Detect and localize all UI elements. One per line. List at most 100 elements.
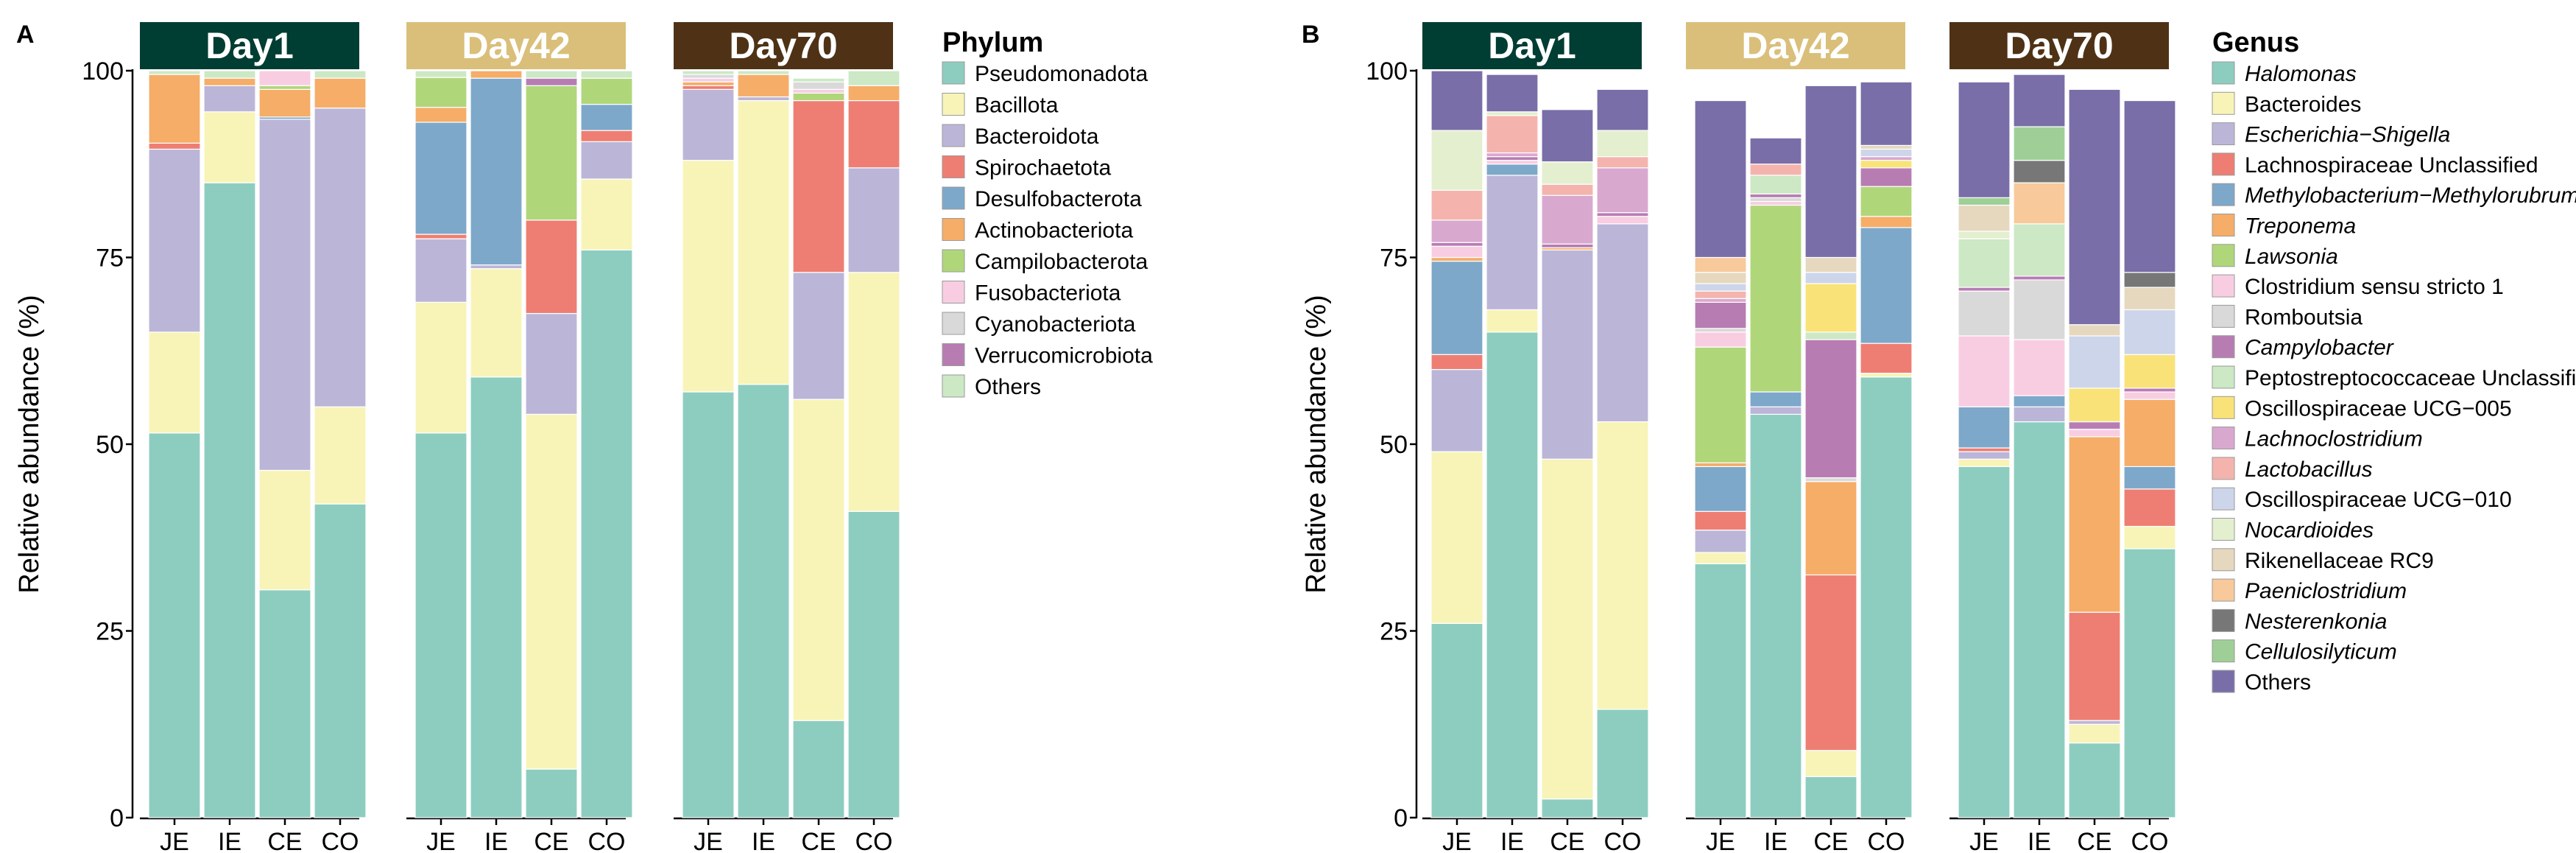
panel-b-bar-day42-ie-series-6 — [1749, 204, 1802, 393]
panel-b-bar-day42-je-series-16 — [1694, 272, 1747, 284]
panel-b-bar-day42-ce-series-5 — [1804, 481, 1857, 576]
panel-b-bar-day42-je-series-1 — [1694, 552, 1747, 564]
panel-b-legend-swatch-8 — [2212, 304, 2235, 328]
panel-b-bar-day1-ce-series-2 — [1541, 249, 1594, 460]
panel-a-bar-day70-je-series-3 — [682, 85, 735, 90]
panel-b-bar-day1-co-series-12 — [1596, 167, 1649, 214]
panel-a-bar-day70-ce-series-8 — [792, 81, 845, 90]
panel-a-bar-day70-ce-series-2 — [792, 272, 845, 400]
panel-a-letter: A — [16, 21, 35, 49]
panel-b-bar-day42-je-series-8 — [1694, 328, 1747, 333]
panel-b-legend: Genus Halomonas Bacteroides Escherichia−Shi… — [2212, 27, 2576, 695]
panel-a-legend-label-5: Actinobacteriota — [975, 219, 1133, 243]
panel-b-legend-swatch-2 — [2212, 122, 2235, 146]
panel-b-bar-day70-co-series-16 — [2123, 287, 2176, 311]
panel-a-y-tick-label-25: 25 — [96, 618, 124, 646]
panel-b-bar-day70-ie-series-8 — [2013, 279, 2066, 340]
panel-a-bar-day1-je-series-1 — [148, 331, 201, 434]
panel-a-legend-swatch-2 — [942, 124, 965, 147]
panel-b-bar-day1-ce-series-20 — [1541, 109, 1594, 163]
panel-b-bar-day42-je-series-13 — [1694, 290, 1747, 299]
panel-a-bar-day1-je-series-3 — [148, 142, 201, 150]
panel-a-legend-label-0: Pseudomonadota — [975, 62, 1148, 86]
panel-b-legend-label-11: Oscillospiraceae UCG−005 — [2245, 396, 2512, 421]
panel-b-bar-day70-co-series-11 — [2123, 354, 2176, 389]
panel-b-bar-day1-je-series-7 — [1430, 245, 1483, 259]
panel-b-bar-day70-ce-series-14 — [2068, 335, 2121, 389]
panel-b-bar-day70-ie-series-20 — [2013, 74, 2066, 127]
panel-a-bar-day42-je-series-6 — [414, 77, 467, 108]
panel-b-bar-day70-je-series-20 — [1958, 81, 2011, 198]
panel-b-facet-label-day42: Day42 — [1741, 25, 1849, 66]
panel-a-bar-day42-ce-series-6 — [525, 85, 578, 221]
panel-b-x-tick-label-day42-je: JE — [1706, 828, 1735, 853]
panel-a-bar-day42-je-series-2 — [414, 238, 467, 303]
panel-b-bar-day70-ie-series-17 — [2013, 182, 2066, 225]
panel-b-bar-day70-ce-series-5 — [2068, 436, 2121, 613]
panel-b-legend-label-12: Lachnoclostridium — [2245, 427, 2423, 452]
panel-a-x-tick-label-day70-co: CO — [855, 828, 893, 853]
panel-b-x-tick-label-day70-ce: CE — [2077, 828, 2111, 853]
panel-b-bar-day70-je-series-0 — [1958, 466, 2011, 818]
panel-b-bar-day70-je-series-3 — [1958, 447, 2011, 452]
panel-b-bar-day1-je-series-3 — [1430, 354, 1483, 371]
panel-a-bar-day70-je-series-1 — [682, 160, 735, 393]
panel-b-legend-swatch-6 — [2212, 244, 2235, 267]
panel-b-bar-day42-je-series-12 — [1694, 298, 1747, 303]
panel-b-bar-day70-ce-series-11 — [2068, 387, 2121, 423]
panel-a-bar-day1-co-series-0 — [314, 503, 367, 818]
panel-a-bar-day42-ce-series-1 — [525, 413, 578, 770]
panel-b-facet-strip-day70 — [1949, 22, 2169, 69]
panel-a-bar-day42-je-series-3 — [414, 234, 467, 239]
panel-b-bar-day42-je-series-17 — [1694, 256, 1747, 273]
panel-b-bar-day42-je-series-3 — [1694, 510, 1747, 531]
panel-a-bar-day1-ie-series-0 — [203, 182, 256, 818]
panel-a-bar-day70-co-series-0 — [847, 510, 900, 818]
panel-a-bar-day1-ce-series-2 — [258, 119, 311, 471]
panel-a-bar-day1-je-series-2 — [148, 148, 201, 333]
panel-b-bar-day42-co-series-6 — [1860, 186, 1913, 217]
panel-b-legend-swatch-10 — [2212, 365, 2235, 389]
panel-a-legend-label-10: Others — [975, 375, 1041, 399]
panel-b-bar-day42-ce-series-9 — [1804, 339, 1857, 479]
panel-b-bar-day42-co-series-9 — [1860, 167, 1913, 187]
panel-a-bar-day70-ce-series-7 — [792, 88, 845, 94]
panel-a-bar-day1-ie-series-10 — [203, 70, 256, 79]
panel-b-bar-day70-ce-series-7 — [2068, 429, 2121, 438]
panel-a-bar-day1-ie-series-5 — [203, 77, 256, 86]
panel-a-facet-strip-day70 — [674, 22, 893, 69]
panel-b-bar-day42-ce-series-10 — [1804, 331, 1857, 340]
panel-b-bar-day70-co-series-7 — [2123, 391, 2176, 400]
panel-b-bar-day70-co-series-4 — [2123, 466, 2176, 490]
panel-b-bar-day70-je-series-16 — [1958, 204, 2011, 232]
panel-b-legend-swatch-9 — [2212, 335, 2235, 359]
panel-b-legend-swatch-19 — [2212, 639, 2235, 663]
panel-a-bar-day42-ce-series-9 — [525, 77, 578, 86]
panel-b-legend-label-1: Bacteroides — [2245, 92, 2361, 116]
panel-b-bar-day1-ie-series-0 — [1486, 331, 1539, 818]
panel-b-bar-day42-ie-series-7 — [1749, 200, 1802, 206]
panel-b-legend-title: Genus — [2212, 27, 2299, 58]
panel-b-legend-swatch-7 — [2212, 274, 2235, 298]
panel-a-bar-day70-ce-series-3 — [792, 99, 845, 273]
panel-b-legend-label-2: Escherichia−Shigella — [2245, 123, 2450, 147]
panel-a-bar-day70-je-series-7 — [682, 77, 735, 83]
panel-b-bar-day1-ce-series-12 — [1541, 194, 1594, 245]
panel-b-bar-day70-co-series-20 — [2123, 99, 2176, 273]
panel-b-bar-day70-ce-series-20 — [2068, 88, 2121, 326]
panel-b-legend-label-0: Halomonas — [2245, 62, 2357, 86]
panel-b-facet-strip-day1 — [1422, 22, 1642, 69]
panel-b-bar-day70-ce-series-0 — [2068, 742, 2121, 818]
panel-b-bar-day42-ce-series-3 — [1804, 574, 1857, 751]
panel-b-bar-day1-co-series-1 — [1596, 421, 1649, 710]
panel-b-bar-day70-co-series-3 — [2123, 488, 2176, 527]
panel-b-bar-day42-co-series-0 — [1860, 376, 1913, 818]
panel-b-y-tick-label-25: 25 — [1380, 618, 1408, 646]
panel-a-bar-day42-je-series-0 — [414, 432, 467, 818]
panel-a-bar-day42-je-series-10 — [414, 70, 467, 78]
panel-a-bar-day70-je-series-0 — [682, 391, 735, 818]
panel-a-legend-label-4: Desulfobacterota — [975, 187, 1142, 211]
panel-b-bar-day1-ie-series-20 — [1486, 74, 1539, 113]
panel-b-legend-label-5: Treponema — [2245, 214, 2356, 239]
panel-a-bar-day1-ce-series-0 — [258, 589, 311, 818]
